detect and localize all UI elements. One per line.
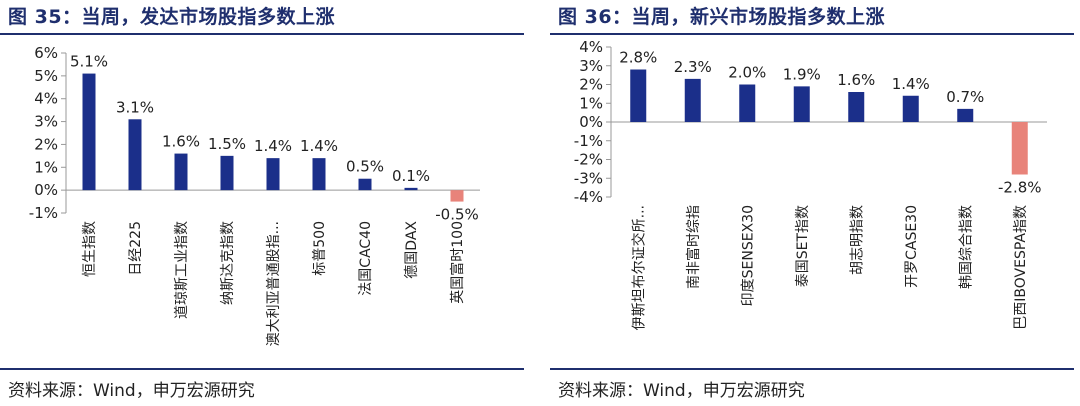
data-label: 0.1% [392, 167, 430, 185]
y-tick-label: 3% [579, 57, 603, 75]
y-tick-label: 2% [579, 76, 603, 94]
y-tick-label: 0% [34, 181, 58, 199]
source-divider [550, 368, 1074, 370]
bar [1011, 122, 1028, 175]
category-label: 法国CAC40 [358, 221, 374, 296]
title-divider [550, 33, 1074, 35]
y-tick-label: 6% [34, 44, 58, 62]
bar [902, 95, 919, 122]
data-label: -0.5% [435, 206, 479, 224]
category-label: 胡志明指数 [849, 205, 865, 275]
data-label: 1.6% [162, 133, 200, 151]
y-tick-label: -1% [574, 132, 603, 150]
bar [312, 158, 326, 191]
chart-title: 图 35：当周，发达市场股指多数上涨 [8, 6, 336, 28]
category-label: 南非富时综指 [685, 205, 702, 289]
category-label: 开罗CASE30 [904, 205, 920, 288]
bar [82, 73, 96, 191]
bar [957, 108, 974, 122]
y-tick-label: 4% [34, 90, 58, 108]
bar [266, 158, 280, 191]
y-tick-label: 5% [34, 67, 58, 85]
y-tick-label: 2% [34, 135, 58, 153]
y-tick-label: -3% [574, 169, 603, 187]
source-note: 资料来源：Wind，申万宏源研究 [558, 381, 805, 401]
title-divider [0, 33, 524, 35]
data-label: 1.9% [783, 65, 821, 83]
category-label: 澳大利亚普通股指... [266, 221, 282, 346]
y-tick-label: 1% [579, 94, 603, 112]
data-label: -2.8% [998, 179, 1042, 197]
bar [358, 178, 372, 191]
y-tick-label: 1% [34, 158, 58, 176]
source-note: 资料来源：Wind，申万宏源研究 [8, 381, 255, 401]
data-label: 0.5% [346, 158, 384, 176]
category-label: 巴西IBOVESPA指数 [1013, 205, 1029, 330]
bar [630, 69, 647, 122]
bar [128, 119, 142, 191]
y-tick-label: -2% [574, 151, 603, 169]
bar [848, 92, 865, 122]
category-label: 泰国SET指数 [795, 205, 811, 287]
category-label: 德国DAX [404, 221, 420, 279]
category-label: 纳斯达克指数 [220, 221, 236, 305]
bar [220, 155, 234, 191]
y-tick-label: 3% [34, 113, 58, 131]
bar [404, 187, 418, 191]
bar [684, 78, 701, 122]
category-label: 英国富时100 [449, 221, 466, 304]
data-label: 1.5% [208, 135, 246, 153]
category-label: 恒生指数 [82, 221, 98, 277]
chart-panel-developed: 图 35：当周，发达市场股指多数上涨 6% 5% 4% 3% 2% 1% 0% -1% 5.1%… [0, 0, 530, 406]
category-label: 印度SENSEX30 [740, 205, 756, 306]
y-tick-label: -4% [574, 188, 603, 206]
data-label: 2.8% [619, 49, 657, 67]
category-label: 韩国综合指数 [958, 205, 974, 289]
data-label: 1.4% [892, 75, 930, 93]
bar [174, 153, 188, 191]
y-tick-label: 4% [579, 38, 603, 56]
data-label: 2.3% [674, 58, 712, 76]
bar [450, 190, 464, 202]
category-label: 伊斯坦布尔证交所... [630, 205, 647, 330]
bar-chart-developed-markets: 6% 5% 4% 3% 2% 1% 0% -1% 5.1% 恒生指数 3.1% 日经225 1.6% 道琼… [29, 44, 480, 346]
bar [739, 84, 756, 122]
data-label: 1.6% [837, 71, 875, 89]
y-tick-label: -1% [29, 204, 58, 222]
data-label: 2.0% [728, 64, 766, 82]
source-divider [0, 368, 524, 370]
category-label: 标普500 [312, 221, 328, 276]
y-tick-label: 0% [579, 113, 603, 131]
chart-title: 图 36：当周，新兴市场股指多数上涨 [558, 6, 886, 28]
data-label: 0.7% [946, 88, 984, 106]
category-label: 道琼斯工业指数 [174, 221, 190, 319]
data-label: 1.4% [254, 137, 292, 155]
data-label: 3.1% [116, 98, 154, 116]
bar-chart-emerging-markets: 4%3%2%1%0%-1%-2%-3%-4% 2.8% 伊斯坦布尔证交所... 2.3… [574, 38, 1047, 330]
bar [793, 86, 810, 122]
data-label: 5.1% [70, 53, 108, 71]
data-label: 1.4% [300, 137, 338, 155]
category-label: 日经225 [128, 221, 144, 276]
chart-panel-emerging: 图 36：当周，新兴市场股指多数上涨 4% 3% 2% 1% 0% -1% -2% -3% -4… [550, 0, 1080, 406]
